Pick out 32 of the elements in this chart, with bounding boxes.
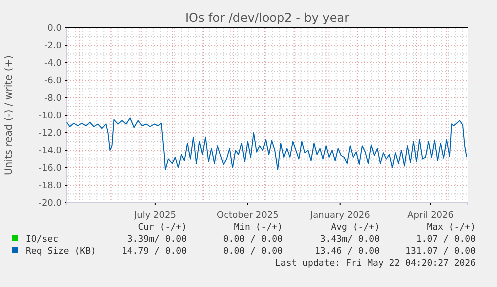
y-tick-label: -14.0 bbox=[38, 146, 62, 156]
text: 3.43m/ 0.00 bbox=[320, 235, 380, 245]
y-tick-label: -4.0 bbox=[44, 58, 62, 69]
text: 13.46 / 0.00 bbox=[314, 247, 380, 257]
y-tick-label: -12.0 bbox=[38, 128, 62, 139]
text: 14.79 / 0.00 bbox=[122, 247, 187, 257]
text: Avg (-/+) bbox=[331, 223, 380, 233]
text: 0.00 / 0.00 bbox=[223, 247, 283, 257]
text: 0.00 / 0.00 bbox=[223, 235, 283, 245]
legend-label: Req Size (KB) bbox=[26, 247, 96, 257]
y-tick-label: -10.0 bbox=[38, 111, 62, 122]
x-tick-label: April 2026 bbox=[408, 210, 454, 221]
text: Max (-/+) bbox=[427, 223, 476, 233]
y-tick-label: -18.0 bbox=[38, 181, 62, 192]
chart-title: IOs for /dev/loop2 - by year bbox=[185, 11, 350, 25]
x-tick-label: January 2026 bbox=[309, 210, 371, 221]
y-axis-title: Units read (-) / write (+) bbox=[4, 55, 15, 176]
y-tick-label: 0.0 bbox=[48, 24, 62, 34]
text: 131.07 / 0.00 bbox=[406, 247, 476, 257]
text: Cur (-/+) bbox=[138, 223, 187, 233]
y-tick-label: -20.0 bbox=[38, 198, 62, 209]
y-tick-label: -6.0 bbox=[44, 76, 62, 86]
x-tick-label: July 2025 bbox=[133, 210, 176, 221]
y-tick-label: -16.0 bbox=[38, 164, 62, 174]
legend-label: IO/sec bbox=[26, 235, 59, 245]
y-tick-label: -8.0 bbox=[44, 94, 62, 104]
y-tick-label: -2.0 bbox=[44, 41, 62, 52]
text: Last update: Fri May 22 04:20:27 2026 bbox=[276, 259, 476, 269]
text: 1.07 / 0.00 bbox=[416, 235, 476, 245]
text: Min (-/+) bbox=[234, 223, 283, 233]
x-tick-label: October 2025 bbox=[217, 210, 279, 221]
text: 3.39m/ 0.00 bbox=[127, 235, 187, 245]
